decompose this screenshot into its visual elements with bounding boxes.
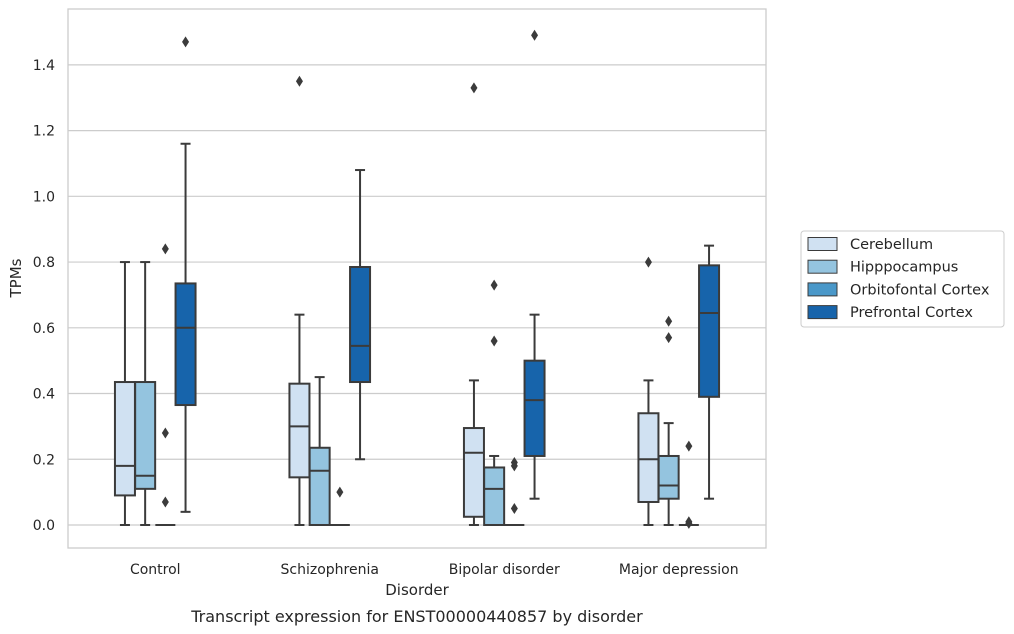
- x-tick-label: Schizophrenia: [281, 562, 379, 578]
- box: [308, 376, 331, 526]
- box: [134, 261, 157, 526]
- box: [329, 486, 350, 526]
- boxplot-series: [113, 29, 721, 529]
- y-tick-label: 1.0: [33, 189, 55, 205]
- box-body: [288, 382, 311, 479]
- box: [483, 279, 506, 526]
- box: [678, 440, 699, 529]
- box-body: [637, 412, 660, 503]
- outlier-point: [644, 256, 652, 268]
- y-tick-label: 1.4: [33, 58, 55, 74]
- outlier-point: [336, 486, 344, 498]
- y-tick-label: 0.6: [33, 321, 55, 337]
- box: [349, 169, 372, 461]
- y-tick-label: 1.2: [33, 124, 55, 140]
- outlier-point: [665, 332, 673, 344]
- legend-swatch: [807, 282, 838, 297]
- legend-label: Prefrontal Cortex: [850, 305, 973, 321]
- box-body: [657, 454, 680, 500]
- y-tick-label: 0.4: [33, 387, 55, 403]
- legend-swatch: [807, 237, 838, 251]
- legend-swatch: [807, 305, 838, 320]
- box: [657, 315, 680, 526]
- x-tick-label: Major depression: [619, 562, 739, 578]
- box-body: [349, 265, 372, 384]
- box: [113, 261, 136, 526]
- y-tick-labels: 0.0 0.2 0.4 0.6 0.8 1.0 1.2 1.4: [33, 58, 55, 534]
- outlier-point: [490, 335, 498, 347]
- outlier-point: [161, 427, 169, 439]
- x-tick-labels: Control Schizophrenia Bipolar disorder Majo…: [130, 562, 739, 578]
- box: [288, 75, 311, 526]
- box-body: [308, 446, 331, 526]
- x-axis-label: Disorder: [385, 581, 449, 599]
- x-tick-label: Bipolar disorder: [449, 562, 560, 578]
- box-body: [483, 466, 506, 526]
- box-body: [134, 381, 157, 490]
- outlier-point: [531, 29, 539, 41]
- box: [462, 82, 485, 526]
- box-body: [698, 264, 721, 398]
- legend-label: Orbitofontal Cortex: [850, 282, 990, 298]
- series-hipppocampus: [134, 261, 680, 526]
- plot-frame: [67, 8, 767, 549]
- outlier-point: [470, 82, 478, 94]
- box: [523, 29, 546, 500]
- outlier-point: [182, 36, 190, 48]
- box-body: [523, 359, 546, 457]
- outlier-point: [295, 75, 303, 87]
- chart-caption: Transcript expression for ENST0000044085…: [190, 607, 643, 626]
- legend-label: Hipppocampus: [850, 260, 958, 276]
- legend-swatch: [807, 259, 838, 274]
- outlier-point: [490, 279, 498, 291]
- outlier-point: [665, 315, 673, 327]
- outlier-point: [685, 517, 693, 529]
- box: [155, 243, 176, 526]
- y-tick-label: 0.2: [33, 452, 55, 468]
- x-tick-label: Control: [130, 562, 181, 578]
- outlier-point: [161, 243, 169, 255]
- y-axis-label: TPMs: [7, 258, 25, 298]
- outlier-point: [685, 440, 693, 452]
- outlier-point: [510, 460, 518, 472]
- box-body: [113, 381, 136, 497]
- outlier-point: [510, 503, 518, 515]
- box: [698, 244, 721, 500]
- box: [174, 36, 197, 513]
- y-tick-label: 0.8: [33, 255, 55, 271]
- box-body: [174, 282, 197, 407]
- series-orbitofontal-cortex: [155, 243, 699, 529]
- box-body: [462, 427, 485, 518]
- box: [637, 256, 660, 526]
- series-cerebellum: [113, 75, 660, 526]
- legend-frame: [800, 230, 1005, 328]
- outlier-point: [161, 496, 169, 508]
- legend-label: Cerebellum: [850, 237, 933, 253]
- series-prefrontal-cortex: [174, 29, 721, 513]
- box: [504, 457, 525, 526]
- y-tick-label: 0.0: [33, 518, 55, 534]
- legend: Cerebellum Hipppocampus Orbitofontal Corte…: [800, 230, 1005, 328]
